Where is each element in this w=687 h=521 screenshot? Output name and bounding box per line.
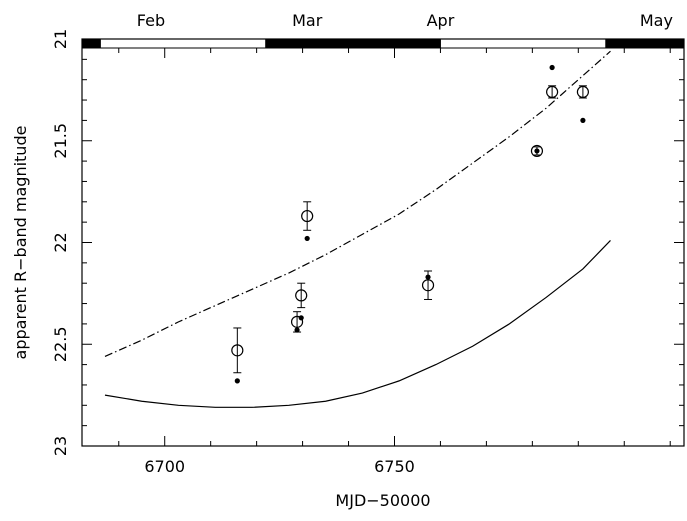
month-label: Mar — [292, 11, 323, 30]
month-bar — [81, 38, 685, 49]
filled-dot-point — [534, 148, 540, 154]
data-points — [231, 64, 590, 384]
y-tick-label: 22.5 — [51, 326, 70, 362]
y-axis-ticks: 21 21.5 22 22.5 23 — [51, 29, 684, 456]
plot-frame — [81, 38, 685, 447]
open-circle-point — [231, 344, 244, 357]
x-tick-label: 6750 — [374, 457, 415, 476]
open-circle-point — [421, 279, 435, 292]
x-tick-label: 6700 — [144, 457, 185, 476]
open-circle-point — [290, 315, 304, 328]
open-circle-point — [295, 289, 308, 302]
filled-dot-point — [298, 315, 304, 321]
month-label: May — [640, 11, 673, 30]
filled-dot-point — [549, 64, 555, 71]
month-label: Feb — [137, 11, 165, 30]
model-curve-dash-dot — [104, 50, 611, 358]
month-bar-segment — [81, 38, 101, 49]
month-label: Apr — [427, 11, 455, 30]
y-tick-label: 23 — [51, 436, 70, 456]
month-bar-segment — [605, 38, 685, 49]
open-circle-point — [576, 85, 590, 99]
x-axis-ticks: 6700 6750 — [118, 48, 671, 476]
open-circle-point — [301, 209, 314, 223]
y-tick-label: 22 — [51, 232, 70, 252]
model-curve-solid — [104, 240, 611, 408]
open-circle-point — [546, 85, 559, 99]
filled-dot-point — [294, 327, 300, 333]
model-curves — [104, 50, 611, 408]
month-labels: Feb Mar Apr May — [137, 11, 673, 30]
filled-dot-point — [580, 117, 586, 123]
y-tick-label: 21.5 — [51, 123, 70, 159]
month-bar-segment — [99, 38, 267, 49]
filled-dot-point — [425, 274, 431, 280]
month-bar-segment — [439, 38, 607, 49]
y-axis-label: apparent R−band magnitude — [11, 126, 30, 360]
y-tick-label: 21 — [51, 29, 70, 49]
filled-dot-point — [304, 235, 310, 242]
open-circle-point — [530, 144, 544, 158]
filled-dot-point — [234, 378, 240, 384]
axes — [81, 38, 685, 447]
x-axis-label: MJD−50000 — [335, 491, 430, 510]
month-bar-segment — [265, 38, 441, 49]
